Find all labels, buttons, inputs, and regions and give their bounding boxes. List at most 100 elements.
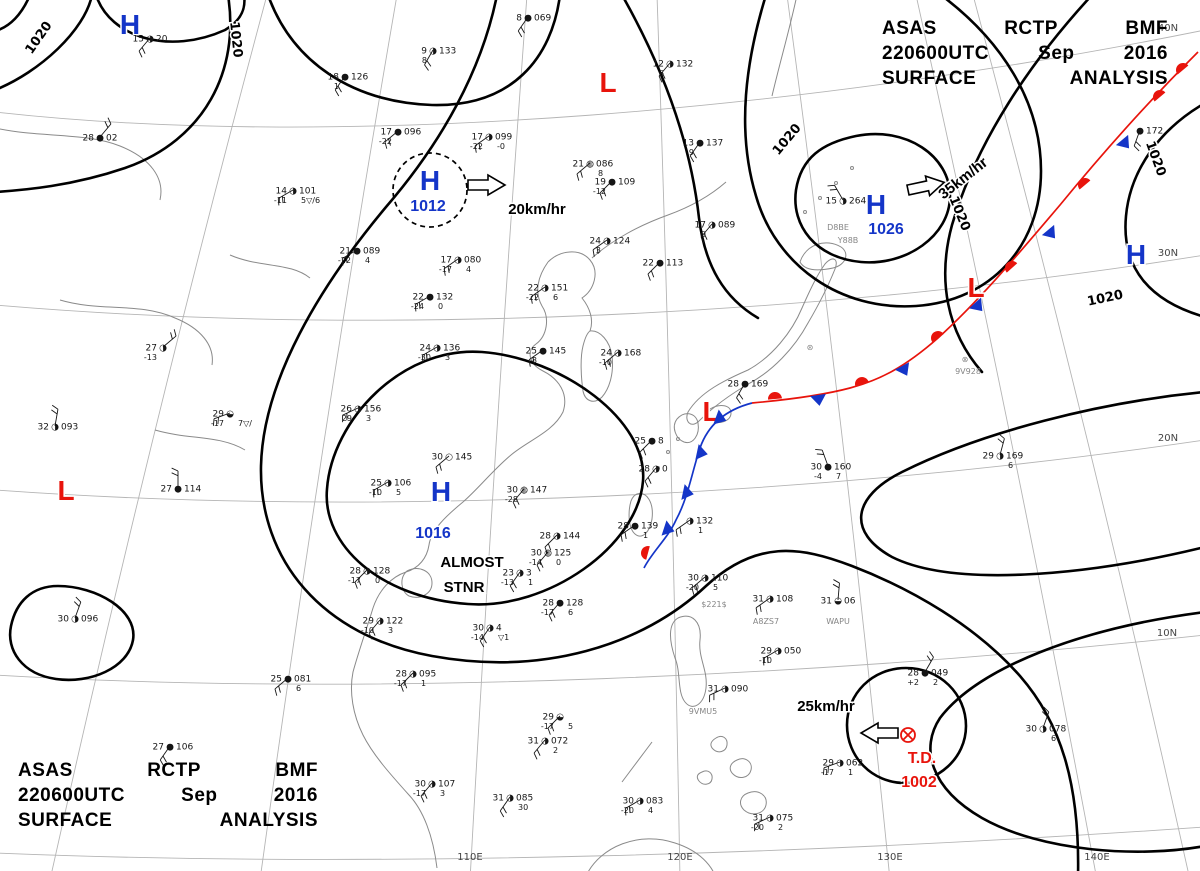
station-temperature: 28: [728, 380, 740, 390]
station-sky-cover: ○: [445, 453, 453, 463]
station-sky-cover: ◑: [701, 574, 709, 584]
station-temperature: 13: [683, 139, 694, 149]
wind-barb: [755, 597, 771, 609]
wind-barb-feather: [624, 808, 627, 816]
station-pressure: 139: [641, 522, 658, 532]
wind-barb: [754, 816, 771, 825]
wind-barb-feather: [435, 466, 439, 474]
station-pressure: 126: [351, 73, 368, 83]
station-temperature: 30: [811, 463, 823, 473]
station-sky-cover: ◑: [614, 349, 622, 359]
wind-barb-feather: [403, 681, 408, 689]
wind-barb-feather: [628, 806, 631, 814]
station-temperature: 18: [328, 73, 340, 83]
station-extra: 2: [778, 823, 783, 832]
wind-barb: [620, 524, 636, 536]
station-pressure: 128: [373, 567, 390, 577]
station-pressure: 4: [496, 624, 502, 634]
station-extra: 4: [365, 256, 370, 265]
wind-barb: [823, 761, 841, 769]
wind-barb-feather: [700, 236, 705, 244]
wind-barb-feather: [423, 792, 428, 799]
station-pressure: 109: [618, 178, 635, 188]
cold-front-symbol: [969, 297, 983, 312]
station-temperature: 24: [420, 344, 432, 354]
wind-barb: [443, 258, 459, 270]
station-temperature: 31: [708, 685, 719, 695]
wind-barb-feather: [418, 302, 421, 310]
wind-barb-feather: [512, 501, 517, 509]
motion-arrow-35kmhr: [906, 174, 946, 198]
wind-barb-feather: [926, 655, 932, 662]
wind-barb: [658, 62, 671, 77]
wind-barb: [384, 130, 399, 143]
station-extra: 4: [648, 806, 653, 815]
station-pressure: 06: [844, 597, 856, 607]
wind-barb: [517, 16, 529, 32]
stationary-front: [643, 51, 1199, 569]
wind-barb: [530, 286, 546, 298]
wind-barb-feather: [592, 249, 595, 257]
wind-barb-feather: [443, 268, 446, 276]
cold-front-symbol: [681, 484, 694, 500]
station-sky-cover: ◑: [603, 237, 611, 247]
station-sky-cover: ◑: [839, 197, 847, 207]
wind-barb: [528, 349, 544, 361]
latitude-label: 10N: [1157, 628, 1177, 639]
station-extra: 6: [1051, 734, 1056, 743]
wind-barb-feather: [517, 30, 523, 38]
wind-barb: [474, 135, 490, 147]
station-temperature: 29: [983, 452, 995, 462]
wind-barb-feather: [509, 585, 515, 593]
station-pressure: 096: [81, 615, 98, 625]
station-sky-cover: ◑: [289, 187, 297, 197]
title-word: BMF: [1125, 18, 1168, 39]
wind-barb: [499, 796, 511, 812]
wind-barb-feather: [217, 417, 219, 425]
wind-barb-feather: [766, 656, 769, 664]
station-dewpoint: -17: [348, 576, 361, 585]
wind-barb-feather: [661, 72, 666, 79]
title-line-2: 220600UTC Sep 2016: [882, 43, 1168, 65]
wind-barb-feather: [827, 766, 829, 774]
station-sky-cover: ◑: [652, 465, 660, 475]
station-extra: ▽1: [498, 633, 509, 642]
wind-barb-feather: [281, 196, 284, 204]
motion-arrows: [467, 173, 946, 745]
station-sky-cover: ●: [1136, 127, 1144, 137]
wind-barb-feather: [695, 584, 698, 592]
station-temperature: 26: [341, 405, 353, 415]
station-temperature: 17: [441, 256, 452, 266]
tropical-depression-symbol: [900, 727, 916, 743]
station-sky-cover: ◑: [541, 284, 549, 294]
wind-barb: [274, 677, 289, 690]
wind-barb-feather: [75, 596, 82, 603]
annotation-text: ALMOST: [440, 554, 503, 571]
wind-barb-feather: [341, 258, 344, 266]
wind-barb-feather: [532, 356, 535, 364]
station-dewpoint: -13: [144, 353, 157, 362]
wind-barb-feather: [337, 85, 342, 93]
wind-barb: [639, 439, 653, 453]
isobar-label: 1020: [1086, 287, 1125, 309]
title-word: RCTP: [1004, 18, 1058, 39]
wind-barb-feather: [371, 629, 376, 636]
wind-barb-feather: [368, 632, 373, 640]
station-sky-cover: ◍: [544, 549, 552, 559]
station-pressure: 172: [1146, 127, 1163, 137]
station-temperature: 27: [161, 485, 172, 495]
station-temperature: 29: [823, 759, 835, 769]
station-temperature: 28: [618, 522, 630, 532]
wind-barb: [213, 412, 231, 420]
wind-barb-feather: [499, 810, 505, 818]
station-extra: 8: [598, 169, 603, 178]
station-dewpoint: -17: [541, 608, 554, 617]
wind-barb-feather: [278, 685, 281, 693]
station-pressure: 081: [294, 675, 311, 685]
station-id: A8ZS7: [753, 617, 779, 626]
station-pressure: 169: [1006, 452, 1023, 462]
station-sky-cover: ●: [426, 293, 434, 303]
station-extra: 7▽/: [238, 419, 252, 428]
wind-barb-feather: [274, 688, 278, 696]
station-pressure: 093: [61, 423, 78, 433]
